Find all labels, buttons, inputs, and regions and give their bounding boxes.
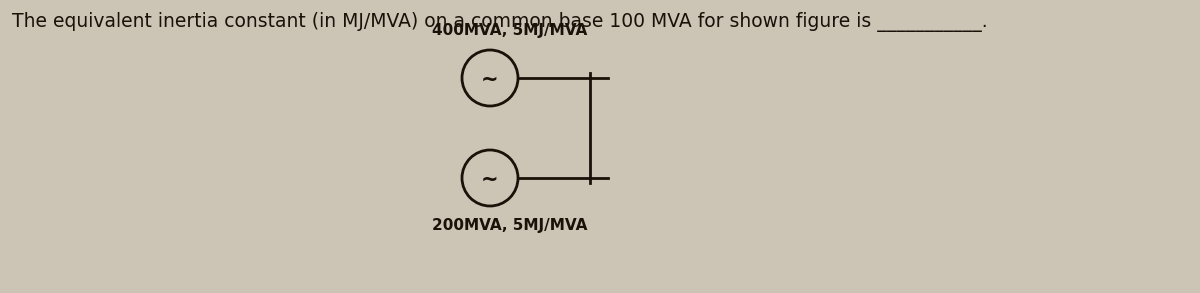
Text: ~: ~	[481, 170, 499, 190]
Text: 400MVA, 5MJ/MVA: 400MVA, 5MJ/MVA	[432, 23, 588, 38]
Text: The equivalent inertia constant (in MJ/MVA) on a common base 100 MVA for shown f: The equivalent inertia constant (in MJ/M…	[12, 12, 988, 32]
Text: 200MVA, 5MJ/MVA: 200MVA, 5MJ/MVA	[432, 218, 588, 233]
Text: ~: ~	[481, 70, 499, 90]
